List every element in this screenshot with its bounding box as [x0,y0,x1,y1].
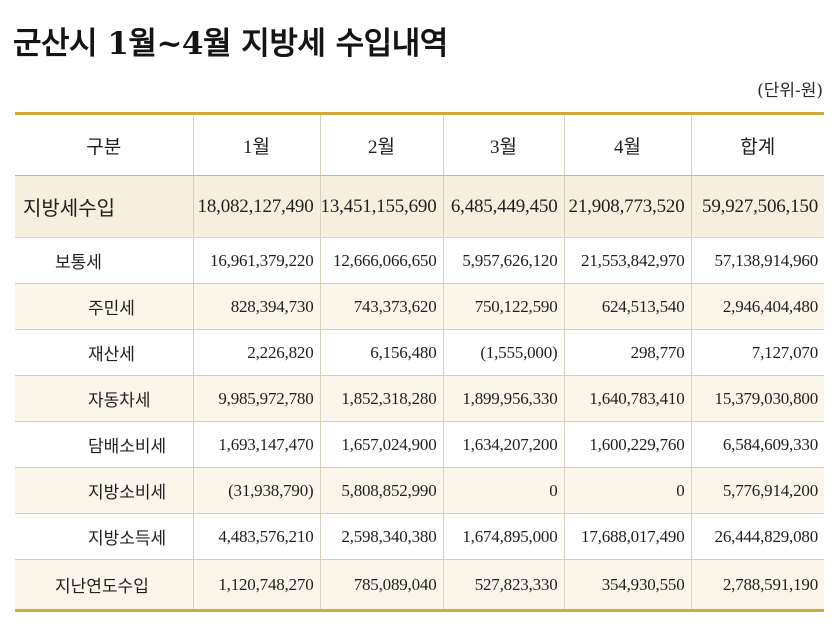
row-label: 지방소비세 [15,467,193,514]
cell-march: 1,674,895,000 [442,513,564,560]
cell-total: 2,788,591,190 [690,559,824,612]
page-title: 군산시 1월~4월 지방세 수입내역 [13,26,448,62]
cell-january: 2,226,820 [192,329,320,376]
table-row-resident-tax: 주민세 828,394,730 743,373,620 750,122,590 … [15,283,824,330]
cell-february: 13,451,155,690 [319,175,443,238]
cell-april: 354,930,550 [563,559,691,612]
cell-february: 2,598,340,380 [319,513,443,560]
cell-march: 1,634,207,200 [442,421,564,468]
cell-april: 21,553,842,970 [563,237,691,284]
cell-total: 2,946,404,480 [690,283,824,330]
row-label: 지방세수입 [15,175,193,238]
table-row-automobile-tax: 자동차세 9,985,972,780 1,852,318,280 1,899,9… [15,375,824,422]
cell-april: 1,600,229,760 [563,421,691,468]
cell-january: 16,961,379,220 [192,237,320,284]
table-row-local-consumption-tax: 지방소비세 (31,938,790) 5,808,852,990 0 0 5,7… [15,467,824,514]
cell-january: 1,120,748,270 [192,559,320,612]
cell-january: 9,985,972,780 [192,375,320,422]
row-label: 지난연도수입 [15,559,193,612]
table-row-local-tax-revenue: 지방세수입 18,082,127,490 13,451,155,690 6,48… [15,175,824,238]
table-row-property-tax: 재산세 2,226,820 6,156,480 (1,555,000) 298,… [15,329,824,376]
cell-total: 5,776,914,200 [690,467,824,514]
header-march: 3월 [442,112,564,176]
cell-total: 15,379,030,800 [690,375,824,422]
table-row-tobacco-consumption-tax: 담배소비세 1,693,147,470 1,657,024,900 1,634,… [15,421,824,468]
row-label: 지방소득세 [15,513,193,560]
cell-april: 298,770 [563,329,691,376]
cell-march: (1,555,000) [442,329,564,376]
cell-february: 743,373,620 [319,283,443,330]
header-total: 합계 [690,112,824,176]
cell-february: 12,666,066,650 [319,237,443,284]
cell-total: 7,127,070 [690,329,824,376]
table-row-ordinary-tax: 보통세 16,961,379,220 12,666,066,650 5,957,… [15,237,824,284]
cell-january: 4,483,576,210 [192,513,320,560]
table-row-local-income-tax: 지방소득세 4,483,576,210 2,598,340,380 1,674,… [15,513,824,560]
cell-april: 21,908,773,520 [563,175,691,238]
row-label: 재산세 [15,329,193,376]
row-label: 주민세 [15,283,193,330]
row-label: 자동차세 [15,375,193,422]
cell-total: 59,927,506,150 [690,175,824,238]
cell-total: 26,444,829,080 [690,513,824,560]
cell-total: 6,584,609,330 [690,421,824,468]
cell-march: 1,899,956,330 [442,375,564,422]
header-row: 구분 1월 2월 3월 4월 합계 [15,112,824,176]
header-february: 2월 [319,112,443,176]
cell-april: 17,688,017,490 [563,513,691,560]
header-april: 4월 [563,112,691,176]
cell-february: 785,089,040 [319,559,443,612]
cell-january: (31,938,790) [192,467,320,514]
cell-march: 0 [442,467,564,514]
header-category: 구분 [15,112,193,176]
cell-january: 828,394,730 [192,283,320,330]
cell-february: 1,657,024,900 [319,421,443,468]
unit-note: (단위-원) [757,81,823,101]
cell-february: 6,156,480 [319,329,443,376]
cell-january: 18,082,127,490 [192,175,320,238]
cell-march: 6,485,449,450 [442,175,564,238]
cell-april: 1,640,783,410 [563,375,691,422]
table-row-prior-year-revenue: 지난연도수입 1,120,748,270 785,089,040 527,823… [15,559,824,612]
revenue-table: 구분 1월 2월 3월 4월 합계 지방세수입 18,082,127,490 1… [15,112,824,612]
cell-total: 57,138,914,960 [690,237,824,284]
cell-february: 5,808,852,990 [319,467,443,514]
cell-january: 1,693,147,470 [192,421,320,468]
row-label: 보통세 [15,237,193,284]
row-label: 담배소비세 [15,421,193,468]
cell-april: 624,513,540 [563,283,691,330]
header-january: 1월 [192,112,320,176]
cell-february: 1,852,318,280 [319,375,443,422]
cell-april: 0 [563,467,691,514]
cell-march: 5,957,626,120 [442,237,564,284]
cell-march: 750,122,590 [442,283,564,330]
cell-march: 527,823,330 [442,559,564,612]
